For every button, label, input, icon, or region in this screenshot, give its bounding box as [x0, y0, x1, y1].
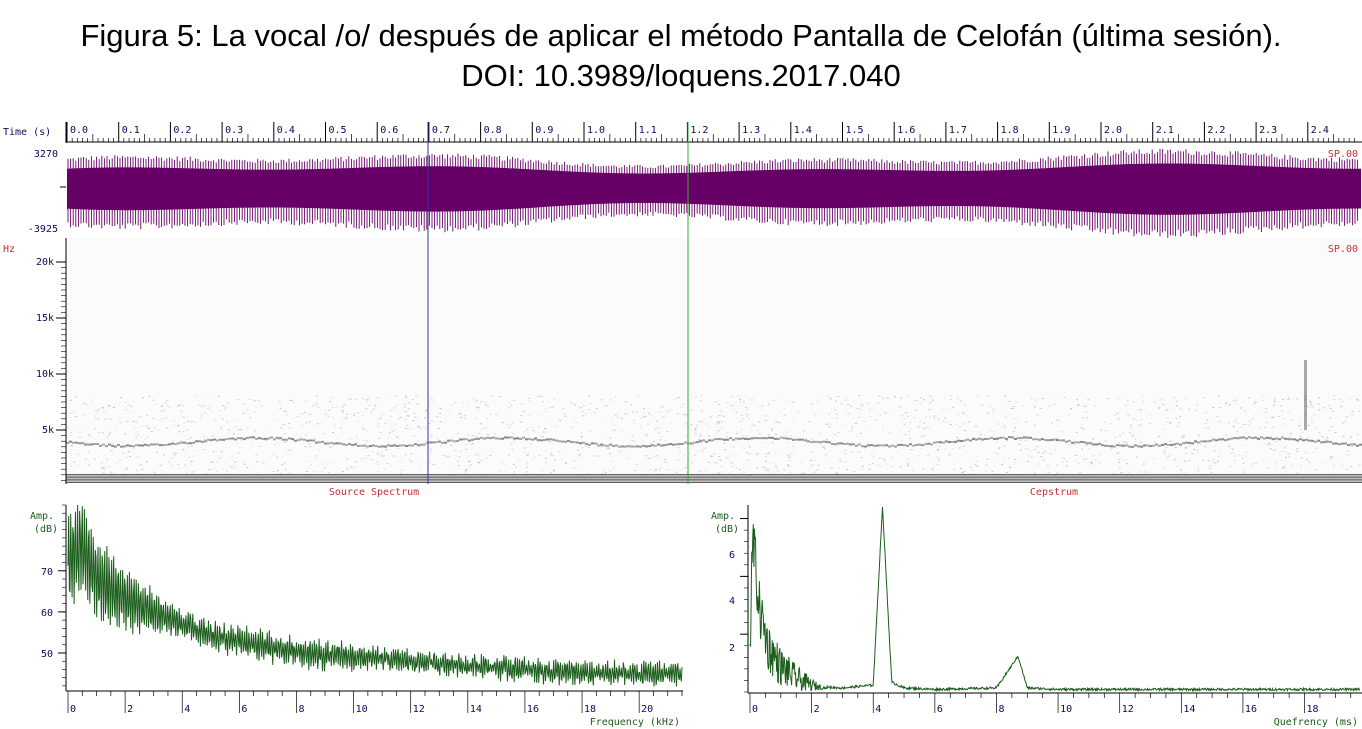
time-tick-label: 1.5: [846, 125, 864, 136]
time-tick-label: 2.4: [1311, 125, 1329, 136]
time-tick-label: 0.9: [535, 125, 553, 136]
spectrogram-tick-20k: 20k: [36, 257, 54, 268]
time-tick-label: 0.0: [70, 125, 88, 136]
time-axis-label: Time (s): [3, 127, 51, 138]
cepstrum-xtick: 2: [814, 704, 820, 715]
cepstrum-xtick: 14: [1183, 704, 1195, 715]
source-spectrum-xtick: 2: [127, 704, 133, 715]
cepstrum-xtick: 16: [1245, 704, 1257, 715]
spectrogram-tick-5k: 5k: [42, 425, 54, 436]
time-tick-label: 1.3: [742, 125, 760, 136]
time-tick-label: 1.7: [949, 125, 967, 136]
cepstrum-ylabel-db: (dB): [715, 524, 739, 535]
waveform-min-label: -3925: [28, 224, 58, 235]
source-spectrum-ytick-70: 70: [41, 567, 53, 578]
source-spectrum-series: [67, 504, 683, 687]
figure-doi: DOI: 10.3989/loquens.2017.040: [461, 58, 901, 93]
time-tick-label: 2.3: [1259, 125, 1277, 136]
cepstrum-xtick: 18: [1307, 704, 1319, 715]
time-tick-label: 1.4: [794, 125, 812, 136]
time-tick-label: 0.1: [122, 125, 140, 136]
spectrogram-channel-label: SP.00: [1328, 244, 1358, 255]
source-spectrum-xtick: 20: [641, 704, 653, 715]
source-spectrum-xtick: 0: [70, 704, 76, 715]
time-tick-label: 0.3: [225, 125, 243, 136]
spectrogram-panel[interactable]: Hz SP.00 20k 15k 10k 5k: [3, 238, 1362, 484]
cepstrum-ytick-4: 4: [729, 596, 735, 607]
time-tick-label: 0.7: [432, 125, 450, 136]
waveform-panel[interactable]: 3270 -3925 SP.00: [28, 149, 1361, 238]
time-tick-label: 1.1: [639, 125, 657, 136]
figure-caption: Figura 5: La vocal /o/ después de aplica…: [80, 18, 1282, 53]
cepstrum-ytick-6: 6: [729, 550, 735, 561]
time-tick-label: 2.2: [1207, 125, 1225, 136]
time-tick-label: 0.2: [173, 125, 191, 136]
time-tick-label: 0.8: [484, 125, 502, 136]
source-spectrum-xtick: 10: [356, 704, 368, 715]
source-spectrum-xlabel: Frequency (kHz): [590, 717, 680, 728]
source-spectrum-title: Source Spectrum: [329, 487, 419, 498]
spectrogram-unit-label: Hz: [3, 244, 15, 255]
time-tick-label: 0.4: [277, 125, 295, 136]
cepstrum-ytick-2: 2: [729, 643, 735, 654]
time-tick-label: 2.1: [1156, 125, 1174, 136]
source-spectrum-ylabel-amp: Amp.: [30, 511, 54, 522]
source-spectrum-ylabel-db: (dB): [34, 524, 58, 535]
time-tick-label: 1.8: [1001, 125, 1019, 136]
spectrogram-tick-10k: 10k: [36, 369, 54, 380]
waveform-channel-label: SP.00: [1328, 149, 1358, 160]
source-spectrum-xtick: 6: [241, 704, 247, 715]
time-tick-label: 1.6: [897, 125, 915, 136]
time-axis: Time (s) 0.0 0.1 0.2 0.3 0.4 0.5 0.6 0.7 0.8 0.9 1…: [3, 122, 1362, 143]
source-spectrum-xtick: 18: [584, 704, 596, 715]
source-spectrum-xtick: 14: [470, 704, 482, 715]
time-tick-label: 2.0: [1104, 125, 1122, 136]
waveform-max-label: 3270: [34, 149, 58, 160]
time-tick-label: 0.6: [380, 125, 398, 136]
cepstrum-xtick: 0: [752, 704, 758, 715]
source-spectrum-xtick: 4: [184, 704, 190, 715]
time-tick-label: 1.2: [690, 125, 708, 136]
time-tick-label: 0.5: [329, 125, 347, 136]
time-tick-label: 1.0: [587, 125, 605, 136]
source-spectrum-ytick-50: 50: [41, 649, 53, 660]
cepstrum-ylabel-amp: Amp.: [711, 511, 735, 522]
cepstrum-xtick: 4: [875, 704, 881, 715]
time-tick-label: 1.9: [1052, 125, 1070, 136]
source-spectrum-chart[interactable]: Amp. (dB) 70 60 50 0 2 4 6 8 10 12 14 16 18 20 Fre…: [30, 504, 683, 728]
spectrogram-tick-15k: 15k: [36, 313, 54, 324]
waveform-trace: [67, 149, 1361, 238]
cepstrum-xlabel: Quefrency (ms): [1274, 717, 1358, 728]
cepstrum-xtick: 6: [937, 704, 943, 715]
source-spectrum-ytick-60: 60: [41, 608, 53, 619]
cepstrum-title: Cepstrum: [1030, 487, 1078, 498]
cepstrum-chart[interactable]: Amp. (dB) 6 4 2 0 2 4 6 8 10 12 14 16 18 Quefrenc…: [711, 505, 1362, 728]
cepstrum-xtick: 10: [1060, 704, 1072, 715]
cepstrum-xtick: 8: [998, 704, 1004, 715]
source-spectrum-xtick: 8: [298, 704, 304, 715]
source-spectrum-xtick: 12: [413, 704, 425, 715]
spectrogram-image: [66, 360, 1362, 483]
source-spectrum-xtick: 16: [527, 704, 539, 715]
cepstrum-series: [749, 506, 1361, 693]
cepstrum-xtick: 12: [1122, 704, 1134, 715]
